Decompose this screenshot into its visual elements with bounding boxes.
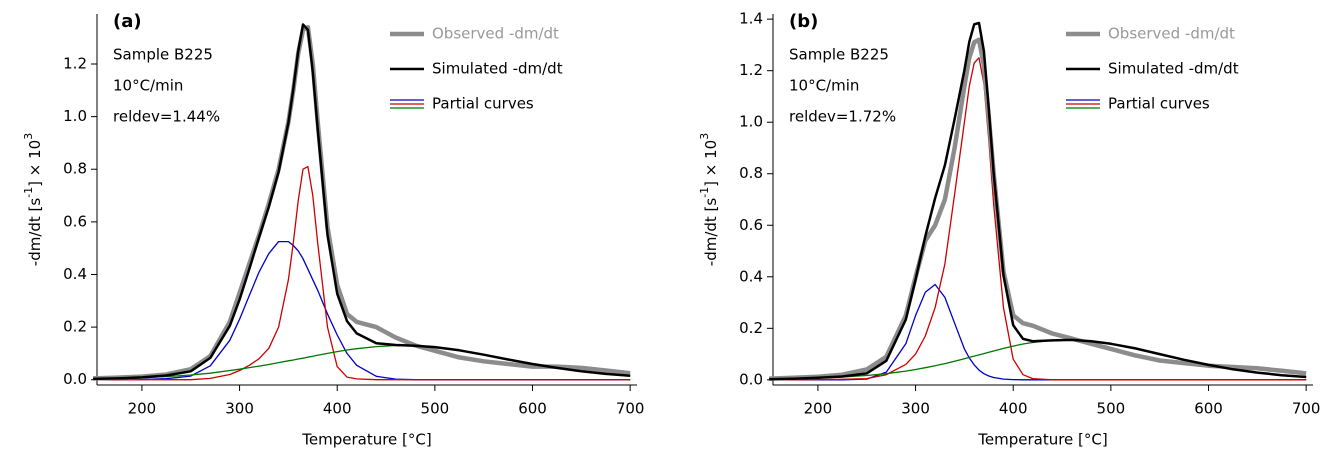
x-axis-label: Temperature [°C] bbox=[301, 431, 431, 449]
y-tick-label: 1.2 bbox=[739, 61, 763, 79]
y-axis-label-part: 3 bbox=[698, 133, 711, 140]
y-tick-label: 0.6 bbox=[63, 212, 87, 230]
y-axis-label-part: 3 bbox=[22, 133, 35, 140]
y-axis-label-part: ] × 10 bbox=[26, 140, 44, 187]
y-axis-label-part: -dm/dt [s bbox=[702, 198, 720, 267]
y-tick-label: 1.0 bbox=[63, 107, 87, 125]
y-tick-label: 0.0 bbox=[63, 370, 87, 388]
x-axis-label: Temperature [°C] bbox=[977, 431, 1107, 449]
y-tick-label: 0.8 bbox=[63, 160, 87, 178]
y-tick-label: 0.6 bbox=[739, 216, 763, 234]
y-tick-label: 0.0 bbox=[739, 370, 763, 388]
panel: 200 300 400 500 600 700 0.0 0.2 0.4 0.6 0.8 1.0 1.2 T… bbox=[22, 11, 645, 449]
partial-curve bbox=[769, 57, 1307, 381]
x-tick-label: 500 bbox=[421, 400, 450, 418]
annotation: (a) bbox=[113, 11, 142, 32]
y-tick-label: 0.8 bbox=[739, 164, 763, 182]
legend-label: Simulated -dm/dt bbox=[432, 60, 563, 78]
annotation: 10°C/min bbox=[789, 77, 859, 95]
panel: 200 300 400 500 600 700 0.0 0.2 0.4 0.6 0.8 1.0 1.2 1… bbox=[698, 10, 1321, 449]
y-axis-label-part: -1 bbox=[22, 187, 35, 198]
x-tick-label: 400 bbox=[323, 400, 352, 418]
legend-label: Simulated -dm/dt bbox=[1108, 60, 1239, 78]
y-tick-label: 0.2 bbox=[739, 319, 763, 337]
x-tick-label: 600 bbox=[518, 400, 547, 418]
series-line bbox=[769, 21, 1307, 381]
annotation: Sample B225 bbox=[113, 46, 213, 64]
y-tick-label: 0.2 bbox=[63, 318, 87, 336]
legend-label: Observed -dm/dt bbox=[432, 25, 559, 43]
x-tick-label: 300 bbox=[901, 400, 930, 418]
y-tick-label: 1.4 bbox=[739, 10, 763, 28]
annotation: reldev=1.72% bbox=[789, 108, 896, 126]
legend-label: Observed -dm/dt bbox=[1108, 25, 1235, 43]
x-tick-label: 200 bbox=[804, 400, 833, 418]
x-tick-label: 400 bbox=[999, 400, 1028, 418]
y-tick-label: 1.2 bbox=[63, 54, 87, 72]
x-tick-label: 300 bbox=[225, 400, 254, 418]
y-tick-label: 1.0 bbox=[739, 113, 763, 131]
y-tick-label: 0.4 bbox=[63, 265, 87, 283]
partial-curve bbox=[93, 165, 631, 381]
y-axis-label: -dm/dt [s-1] × 103 bbox=[22, 133, 44, 266]
y-tick-label: 0.4 bbox=[739, 267, 763, 285]
x-tick-label: 200 bbox=[128, 400, 157, 418]
annotation: (b) bbox=[789, 11, 818, 32]
annotation: reldev=1.44% bbox=[113, 108, 220, 126]
legend-label: Partial curves bbox=[432, 95, 534, 113]
series-line bbox=[93, 23, 631, 381]
annotation: Sample B225 bbox=[789, 46, 889, 64]
x-tick-label: 700 bbox=[1292, 400, 1321, 418]
y-axis-label-part: -dm/dt [s bbox=[26, 198, 44, 267]
y-axis-label-part: -1 bbox=[698, 187, 711, 198]
x-tick-label: 700 bbox=[616, 400, 645, 418]
partial-curve bbox=[93, 240, 631, 381]
annotation: 10°C/min bbox=[113, 77, 183, 95]
legend-label: Partial curves bbox=[1108, 95, 1210, 113]
y-axis-label-part: ] × 10 bbox=[702, 140, 720, 187]
x-tick-label: 500 bbox=[1097, 400, 1126, 418]
y-axis-label: -dm/dt [s-1] × 103 bbox=[698, 133, 720, 266]
x-tick-label: 600 bbox=[1194, 400, 1223, 418]
